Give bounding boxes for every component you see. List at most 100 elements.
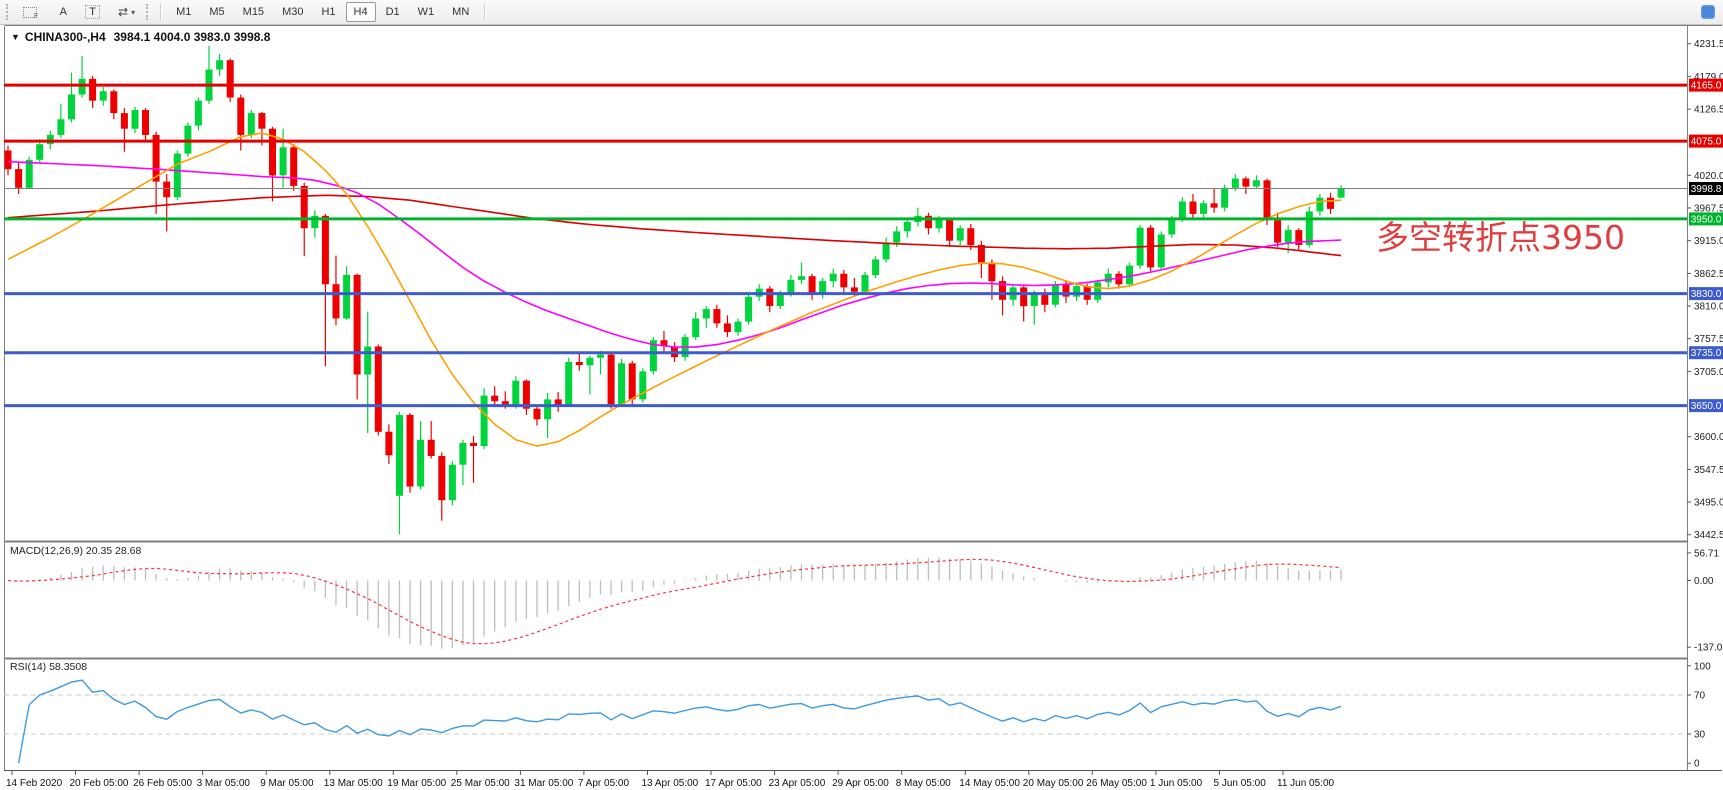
timeframe-button-mn[interactable]: MN	[444, 2, 477, 22]
text-tool-button[interactable]: T	[77, 2, 108, 22]
symbol-ohlc-line[interactable]: ▼ CHINA300-,H4 3984.1 4004.0 3983.0 3998.8	[11, 30, 270, 44]
svg-text:56.71: 56.71	[1694, 548, 1719, 559]
chevron-down-icon: ▾	[131, 7, 136, 17]
svg-text:3998.8: 3998.8	[1691, 184, 1722, 195]
price-badge: 3650.0	[1689, 399, 1723, 413]
swap-arrows-icon: ⇄	[118, 5, 130, 19]
price-axis[interactable]: 4231.5 4179.0 4126.5 4020.0 3967.5 3915.0 3862…	[1687, 39, 1723, 541]
price-tick-label: 3600.0	[1694, 432, 1723, 443]
date-tick-label: 20 Feb 05:00	[70, 778, 129, 789]
macd-axis: 56.71 0.00 -137.01	[1687, 548, 1723, 654]
price-tick-label: 3810.0	[1694, 302, 1723, 313]
price-badge: 4075.0	[1689, 134, 1723, 148]
price-tick-label: 4126.5	[1694, 105, 1723, 116]
swap-arrows-button[interactable]: ⇄ ▾	[110, 2, 143, 22]
toolbar-separator-2	[484, 3, 486, 21]
ma-fast-line	[7, 132, 1342, 447]
svg-text:-137.01: -137.01	[1694, 643, 1723, 654]
macd-signal-line	[7, 558, 1342, 645]
date-tick-label: 13 Apr 05:00	[642, 778, 699, 789]
grid-icon	[23, 6, 37, 18]
price-tick-label: 3442.5	[1694, 530, 1723, 541]
top-right-icon[interactable]	[1701, 5, 1715, 19]
chart-annotation-text[interactable]: 多空转折点3950	[1376, 218, 1625, 257]
price-tick-label: 3915.0	[1694, 236, 1723, 247]
ma-mid-line	[7, 160, 1342, 348]
date-tick-label: 29 Apr 05:00	[832, 778, 889, 789]
timeframe-button-h4[interactable]: H4	[345, 2, 376, 22]
cursor-tool-button[interactable]: A	[51, 2, 75, 22]
timeframe-button-m5[interactable]: M5	[201, 2, 232, 22]
date-tick-label: 13 Mar 05:00	[324, 778, 383, 789]
price-badge: 3950.0	[1689, 212, 1723, 226]
pane-borders	[4, 25, 1722, 771]
svg-text:70: 70	[1694, 691, 1706, 702]
price-tick-label: 3705.0	[1694, 367, 1723, 378]
candles-layer	[4, 45, 1345, 535]
date-tick-label: 25 Mar 05:00	[451, 778, 510, 789]
symbol-name: CHINA300-,H4	[24, 30, 106, 44]
horizontal-level-lines[interactable]	[4, 83, 1687, 408]
timeframe-button-m30[interactable]: M30	[274, 2, 311, 22]
toolbar-drag-handle[interactable]	[6, 4, 9, 20]
date-tick-label: 5 Jun 05:00	[1214, 778, 1267, 789]
timeframe-button-w1[interactable]: W1	[410, 2, 443, 22]
svg-text:30: 30	[1694, 730, 1706, 741]
rsi-line	[17, 679, 1342, 764]
svg-text:4165.0: 4165.0	[1691, 81, 1722, 92]
date-tick-label: 8 May 05:00	[896, 778, 951, 789]
date-tick-label: 17 Apr 05:00	[705, 778, 762, 789]
date-tick-label: 26 Feb 05:00	[133, 778, 192, 789]
price-tick-label: 3862.5	[1694, 269, 1723, 280]
svg-text:0.00: 0.00	[1694, 576, 1714, 587]
svg-text:0: 0	[1694, 759, 1700, 770]
price-badge: 3998.8	[1689, 182, 1723, 195]
grid-button[interactable]: F	[15, 2, 49, 22]
symbol-ohlc-values: 3984.1 4004.0 3983.0 3998.8	[113, 30, 271, 44]
text-tool-label: T	[85, 5, 101, 19]
svg-text:3735.0: 3735.0	[1691, 348, 1722, 359]
date-tick-label: 7 Apr 05:00	[578, 778, 630, 789]
price-tick-label: 3967.5	[1694, 204, 1723, 215]
price-badge: 3735.0	[1689, 346, 1723, 360]
date-tick-label: 14 May 05:00	[959, 778, 1020, 789]
timeframe-button-d1[interactable]: D1	[378, 2, 408, 22]
date-tick-label: 31 Mar 05:00	[514, 778, 573, 789]
macd-pane[interactable]	[7, 557, 1342, 649]
price-badge: 4165.0	[1689, 78, 1723, 92]
svg-text:3950.0: 3950.0	[1691, 214, 1722, 225]
date-tick-label: 26 May 05:00	[1086, 778, 1147, 789]
rsi-axis: 100 70 30 0	[1687, 661, 1711, 770]
price-tick-label: 3547.5	[1694, 465, 1723, 476]
timeframe-button-h1[interactable]: H1	[313, 2, 343, 22]
price-tick-label: 4020.0	[1694, 171, 1723, 182]
price-tick-label: 4231.5	[1694, 39, 1723, 50]
cursor-tool-label: A	[59, 6, 67, 18]
main-price-pane[interactable]	[4, 45, 1345, 535]
symbol-caret-icon[interactable]: ▼	[11, 32, 20, 42]
svg-text:100: 100	[1694, 661, 1711, 672]
date-tick-label: 1 Jun 05:00	[1150, 778, 1203, 789]
toolbar-drag-handle-2[interactable]	[146, 4, 149, 20]
svg-text:3830.0: 3830.0	[1691, 289, 1722, 300]
price-tick-label: 3757.5	[1694, 334, 1723, 345]
timeframe-button-m15[interactable]: M15	[235, 2, 272, 22]
ma-slow-line	[7, 194, 1342, 257]
svg-text:4075.0: 4075.0	[1691, 137, 1722, 148]
timeframe-button-m1[interactable]: M1	[168, 2, 199, 22]
date-tick-label: 3 Mar 05:00	[197, 778, 251, 789]
toolbar-separator	[160, 3, 162, 21]
date-tick-label: 23 Apr 05:00	[769, 778, 826, 789]
price-tick-label: 4179.0	[1694, 72, 1723, 83]
rsi-pane[interactable]	[4, 679, 1687, 764]
macd-indicator-label: MACD(12,26,9) 20.35 28.68	[10, 545, 142, 557]
price-tick-label: 3495.0	[1694, 498, 1723, 509]
date-tick-label: 20 May 05:00	[1023, 778, 1084, 789]
grid-icon-letter: F	[34, 12, 39, 20]
date-tick-label: 11 Jun 05:00	[1277, 778, 1335, 789]
date-axis[interactable]: 14 Feb 2020 20 Feb 05:00 26 Feb 05:00 3 Mar…	[6, 770, 1335, 789]
svg-text:3650.0: 3650.0	[1691, 401, 1722, 412]
date-tick-label: 14 Feb 2020	[6, 778, 63, 789]
